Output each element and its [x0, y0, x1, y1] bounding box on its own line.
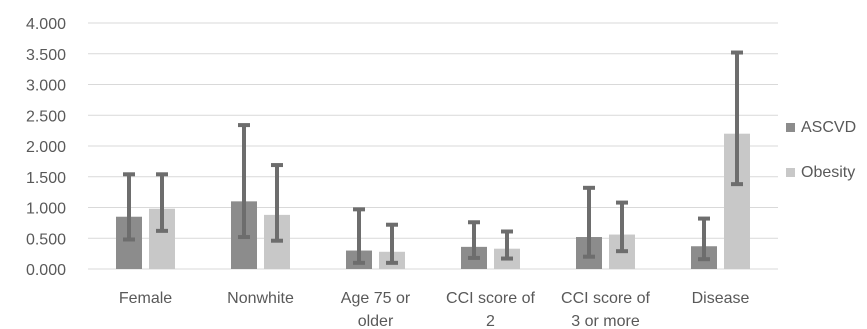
- legend-label-ascvd: ASCVD: [801, 119, 856, 136]
- error-bars: [123, 50, 743, 265]
- y-tick-label: 0.000: [26, 262, 66, 279]
- y-tick-label: 2.000: [26, 139, 66, 156]
- y-axis: 0.000 0.500 1.000 1.500 2.000 2.500 3.000 3.500…: [26, 16, 66, 279]
- legend-swatch-ascvd: [786, 123, 795, 132]
- x-tick-label: Nonwhite: [227, 290, 294, 307]
- y-tick-label: 2.500: [26, 108, 66, 125]
- x-tick-label: CCI score of 3 or more: [561, 290, 650, 329]
- legend-label-obesity: Obesity: [801, 164, 855, 181]
- legend: ASCVD Obesity: [786, 119, 856, 181]
- y-tick-label: 0.500: [26, 231, 66, 248]
- bars: [116, 133, 750, 269]
- gridlines: [88, 22, 778, 270]
- x-tick-label: Disease: [692, 290, 750, 307]
- legend-swatch-obesity: [786, 168, 795, 177]
- x-tick-label: CCI score of 2: [446, 290, 535, 329]
- x-axis: Female Nonwhite Age 75 or older CCI score of…: [119, 290, 750, 329]
- y-tick-label: 4.000: [26, 16, 66, 33]
- x-tick-label: Age 75 or older: [341, 290, 411, 329]
- y-tick-label: 1.000: [26, 201, 66, 218]
- y-tick-label: 3.500: [26, 47, 66, 64]
- y-tick-label: 3.000: [26, 78, 66, 95]
- x-tick-label: Female: [119, 290, 172, 307]
- y-tick-label: 1.500: [26, 170, 66, 187]
